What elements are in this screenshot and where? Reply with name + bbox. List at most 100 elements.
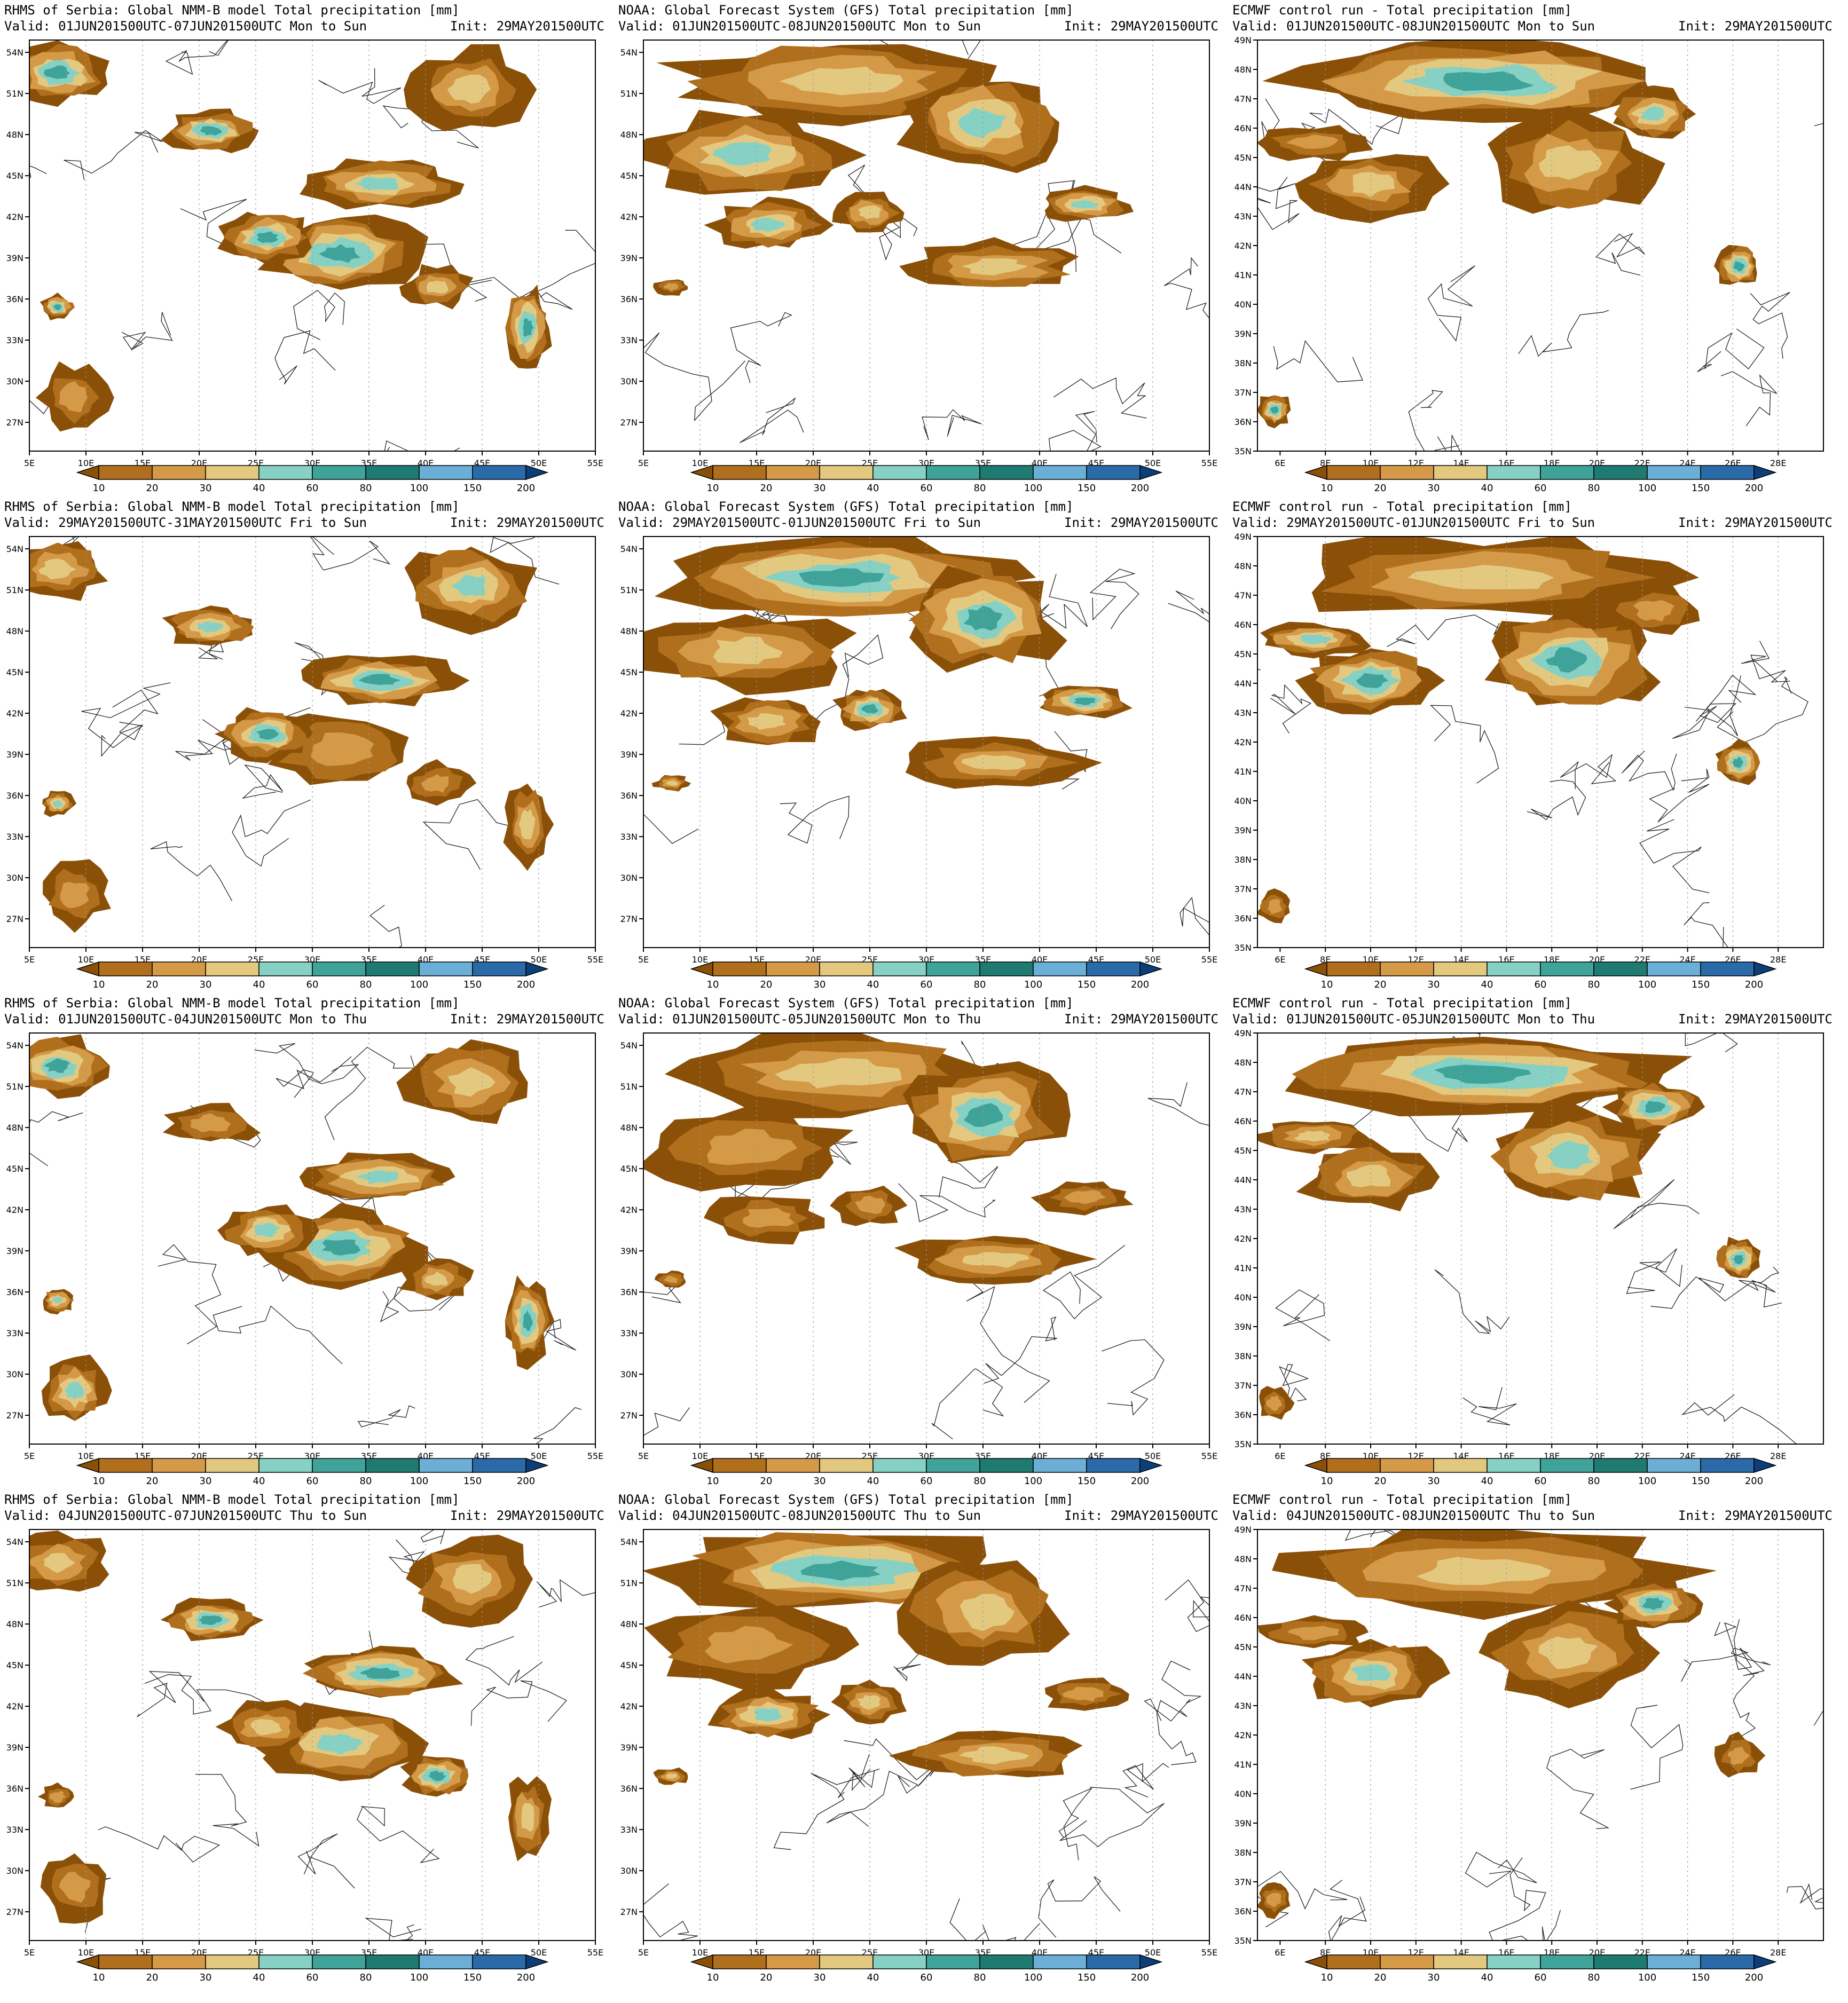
colorbar-label: 200 bbox=[1745, 483, 1763, 494]
map-area bbox=[29, 537, 595, 948]
y-tick-label: 33N bbox=[6, 1825, 23, 1835]
colorbar-label: 100 bbox=[1024, 1476, 1042, 1487]
y-tick-label: 47N bbox=[1234, 1583, 1252, 1594]
init-time: Init: 29MAY201500UTC bbox=[1064, 1508, 1218, 1523]
forecast-panel-gfs: 5E 10E 15E 20E 25E 30E 35E 40E 45E 50E 55E 54N 51N 48… bbox=[614, 993, 1228, 1489]
y-tick-label: 33N bbox=[620, 1328, 638, 1338]
colorbar-segment bbox=[205, 1458, 259, 1473]
y-tick-label: 35N bbox=[1234, 446, 1252, 456]
y-tick-label: 43N bbox=[1234, 1701, 1252, 1711]
colorbar-segment bbox=[1380, 465, 1434, 480]
y-tick-label: 36N bbox=[620, 294, 638, 304]
y-tick-label: 51N bbox=[6, 585, 23, 595]
colorbar-min-arrow bbox=[1304, 961, 1327, 977]
y-tick-label: 33N bbox=[6, 335, 23, 345]
x-tick-label: 28E bbox=[1770, 1451, 1786, 1461]
y-tick-label: 36N bbox=[6, 791, 23, 801]
precipitation-field bbox=[1257, 1529, 1766, 1919]
colorbar: 10 20 30 40 60 80 100 150 200 bbox=[1304, 464, 1777, 494]
y-tick-label: 48N bbox=[6, 130, 23, 140]
colorbar-label: 40 bbox=[867, 1476, 879, 1487]
y-tick-label: 51N bbox=[6, 1578, 23, 1588]
y-tick-label: 49N bbox=[1234, 532, 1252, 542]
colorbar-label: 60 bbox=[921, 1476, 933, 1487]
panel-title: NOAA: Global Forecast System (GFS) Total… bbox=[618, 1492, 1074, 1507]
map-area bbox=[643, 1033, 1209, 1444]
map-area bbox=[643, 1529, 1209, 1941]
y-tick-label: 30N bbox=[620, 376, 638, 387]
panel-title: NOAA: Global Forecast System (GFS) Total… bbox=[618, 996, 1074, 1011]
y-tick-label: 42N bbox=[620, 212, 638, 222]
colorbar-segment bbox=[258, 465, 313, 480]
colorbar-label: 100 bbox=[1638, 483, 1656, 494]
x-tick-label: 5E bbox=[24, 458, 35, 468]
y-tick-label: 37N bbox=[1234, 388, 1252, 398]
init-time: Init: 29MAY201500UTC bbox=[1064, 19, 1218, 34]
colorbar-label: 100 bbox=[410, 1972, 428, 1983]
colorbar-label: 200 bbox=[1131, 1476, 1149, 1487]
y-tick-label: 42N bbox=[1234, 241, 1252, 251]
colorbar-segment bbox=[1433, 961, 1488, 976]
coastlines bbox=[1257, 98, 1823, 451]
x-tick-label: 50E bbox=[531, 955, 547, 965]
colorbar-segment bbox=[472, 961, 526, 976]
y-tick-label: 45N bbox=[1234, 1146, 1252, 1156]
colorbar-segment bbox=[1647, 465, 1701, 480]
y-tick-label: 48N bbox=[620, 1619, 638, 1629]
precipitation-field bbox=[643, 1532, 1129, 1785]
x-tick-label: 6E bbox=[1275, 458, 1285, 468]
colorbar-segment bbox=[1033, 1458, 1087, 1473]
colorbar-segment bbox=[926, 1458, 980, 1473]
colorbar-label: 150 bbox=[1692, 483, 1710, 494]
colorbar-segment bbox=[1326, 961, 1381, 976]
map-figure: 5E 10E 15E 20E 25E 30E 35E 40E 45E 50E 55E54N51N48… bbox=[620, 40, 1217, 494]
y-tick-label: 48N bbox=[6, 1619, 23, 1629]
y-tick-label: 40N bbox=[1234, 1292, 1252, 1303]
panel-title: ECMWF control run - Total precipitation … bbox=[1232, 3, 1572, 18]
valid-period: Valid: 01JUN201500UTC-04JUN201500UTC Mon… bbox=[4, 1012, 367, 1027]
valid-period: Valid: 01JUN201500UTC-08JUN201500UTC Mon… bbox=[1232, 19, 1595, 34]
colorbar-segment bbox=[872, 465, 927, 480]
y-tick-label: 39N bbox=[6, 750, 23, 760]
colorbar-label: 150 bbox=[1692, 1476, 1710, 1487]
colorbar-segment bbox=[712, 961, 767, 976]
colorbar-segment bbox=[419, 1954, 473, 1969]
colorbar-segment bbox=[1647, 1954, 1701, 1969]
colorbar-segment bbox=[979, 1954, 1034, 1969]
y-tick-label: 49N bbox=[1234, 1028, 1252, 1038]
colorbar-segment bbox=[365, 1954, 420, 1969]
forecast-panel-gfs: 5E 10E 15E 20E 25E 30E 35E 40E 45E 50E 55E 54N 51N 48… bbox=[614, 496, 1228, 993]
y-tick-label: 40N bbox=[1234, 1789, 1252, 1799]
colorbar-label: 20 bbox=[760, 1972, 773, 1983]
forecast-panel-nmmb: 5E 10E 15E 20E 25E 30E 35E 40E 45E 50E 55E 54N 51N 48… bbox=[0, 993, 614, 1489]
precipitation-field bbox=[29, 541, 554, 933]
y-tick-label: 45N bbox=[6, 171, 23, 181]
colorbar-max-arrow bbox=[1139, 1457, 1163, 1473]
colorbar-label: 10 bbox=[707, 483, 719, 494]
colorbar-label: 200 bbox=[517, 1972, 535, 1983]
colorbar-label: 30 bbox=[814, 1476, 826, 1487]
y-tick-label: 36N bbox=[620, 1784, 638, 1794]
colorbar-label: 80 bbox=[974, 1476, 986, 1487]
y-tick-label: 36N bbox=[620, 791, 638, 801]
colorbar-segment bbox=[258, 961, 313, 976]
colorbar-label: 100 bbox=[1638, 1476, 1656, 1487]
y-tick-label: 35N bbox=[1234, 943, 1252, 953]
colorbar-label: 60 bbox=[921, 1972, 933, 1983]
colorbar-label: 10 bbox=[93, 1476, 105, 1487]
colorbar-label: 20 bbox=[1374, 1476, 1387, 1487]
forecast-panel-gfs: 5E 10E 15E 20E 25E 30E 35E 40E 45E 50E 55E 54N 51N 48… bbox=[614, 0, 1228, 496]
colorbar-segment bbox=[1433, 1458, 1488, 1473]
colorbar-label: 40 bbox=[1481, 1972, 1493, 1983]
y-tick-label: 38N bbox=[1234, 1351, 1252, 1361]
colorbar-segment bbox=[819, 465, 874, 480]
colorbar-label: 30 bbox=[1428, 1972, 1440, 1983]
init-time: Init: 29MAY201500UTC bbox=[1064, 1012, 1218, 1027]
colorbar-segment bbox=[872, 1458, 927, 1473]
colorbar: 10 20 30 40 60 80 100 150 200 bbox=[1304, 1457, 1777, 1487]
y-tick-label: 27N bbox=[6, 417, 23, 428]
y-tick-label: 42N bbox=[6, 1701, 23, 1712]
colorbar-label: 40 bbox=[867, 483, 879, 494]
map-figure: 6E 8E 10E 12E 14E 16E 18E 20E 22E 24E 26E 28E49N48N… bbox=[1234, 35, 1824, 494]
colorbar-label: 200 bbox=[517, 979, 535, 990]
